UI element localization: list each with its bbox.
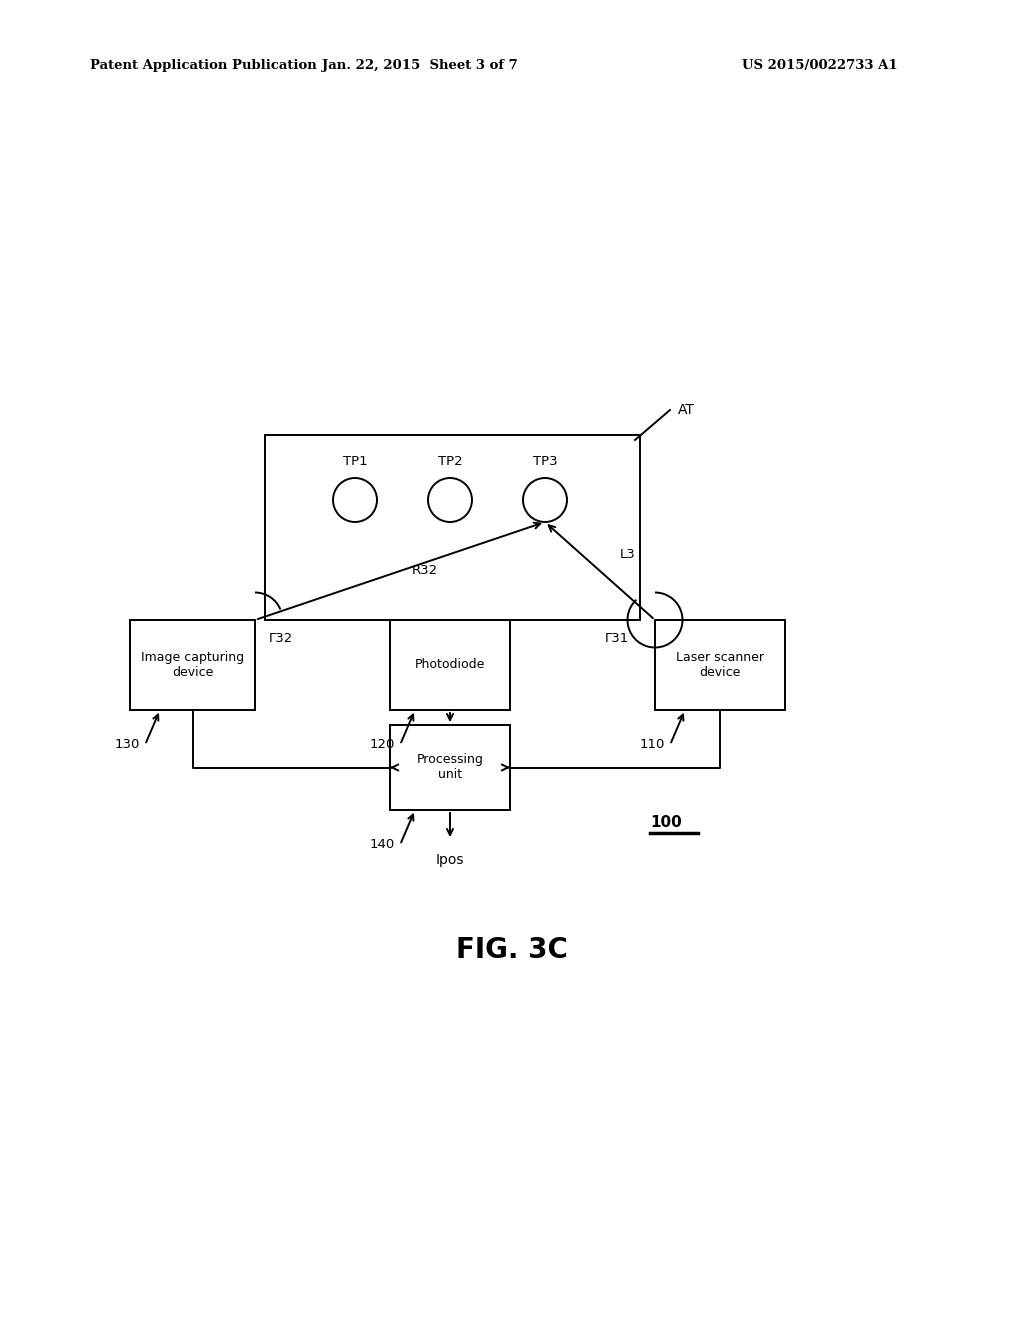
- Bar: [130, 620, 255, 710]
- Text: 140: 140: [370, 838, 395, 851]
- Text: Patent Application Publication: Patent Application Publication: [90, 58, 316, 71]
- Text: L3: L3: [620, 549, 636, 561]
- Text: 120: 120: [370, 738, 395, 751]
- Text: Jan. 22, 2015  Sheet 3 of 7: Jan. 22, 2015 Sheet 3 of 7: [323, 58, 518, 71]
- Text: TP2: TP2: [437, 455, 462, 469]
- Bar: [390, 620, 510, 710]
- Text: 110: 110: [640, 738, 665, 751]
- Text: Image capturing
device: Image capturing device: [141, 651, 244, 678]
- Text: 130: 130: [115, 738, 140, 751]
- Text: Photodiode: Photodiode: [415, 659, 485, 672]
- Text: TP3: TP3: [532, 455, 557, 469]
- Bar: [390, 725, 510, 810]
- Text: 100: 100: [650, 814, 682, 830]
- Text: AT: AT: [678, 403, 695, 417]
- Text: Processing
unit: Processing unit: [417, 754, 483, 781]
- Text: R32: R32: [412, 564, 438, 577]
- Text: TP1: TP1: [343, 455, 368, 469]
- Bar: [265, 436, 640, 620]
- Text: Γ31: Γ31: [605, 632, 630, 645]
- Text: FIG. 3C: FIG. 3C: [456, 936, 568, 964]
- Text: US 2015/0022733 A1: US 2015/0022733 A1: [742, 58, 898, 71]
- Text: Γ32: Γ32: [269, 632, 293, 645]
- Text: Ipos: Ipos: [436, 853, 464, 867]
- Text: Laser scanner
device: Laser scanner device: [676, 651, 764, 678]
- Bar: [655, 620, 785, 710]
